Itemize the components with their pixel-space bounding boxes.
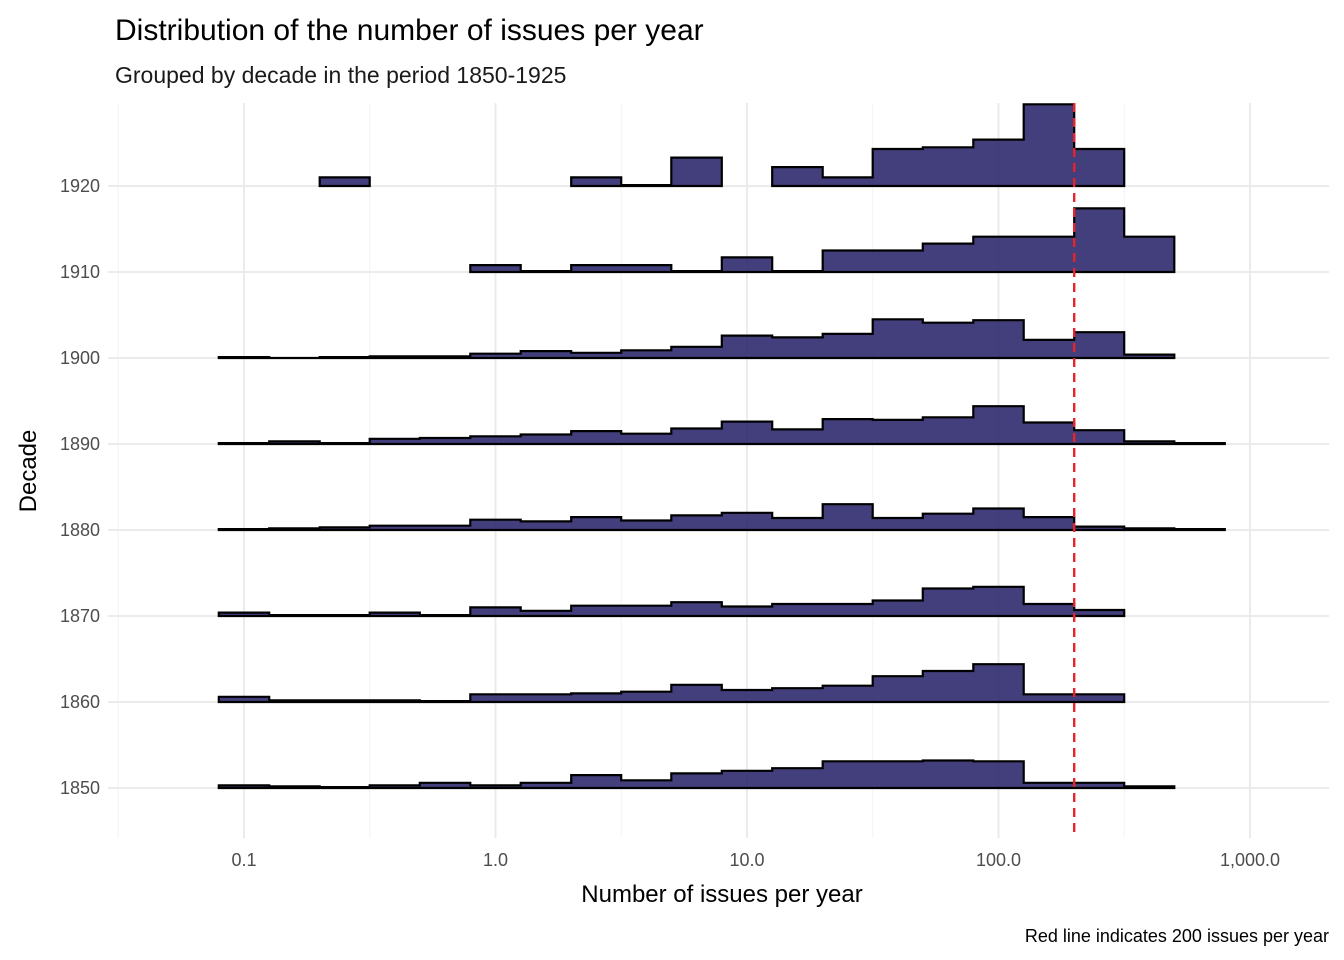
- ridge-1860: [217, 663, 1126, 704]
- y-tick-label: 1900: [60, 348, 100, 368]
- x-tick-label: 10.0: [729, 850, 764, 870]
- x-tick-label: 1.0: [483, 850, 508, 870]
- y-tick-label: 1910: [60, 262, 100, 282]
- ridge-1850: [217, 759, 1176, 790]
- x-axis-ticks: 0.1 1.0 10.0 100.0 1,000.0: [231, 850, 1280, 870]
- x-tick-label: 0.1: [231, 850, 256, 870]
- ridge-1880: [217, 503, 1226, 532]
- chart-title: Distribution of the number of issues per…: [115, 14, 704, 47]
- grid: [108, 103, 1329, 838]
- ridge-1910: [469, 207, 1176, 274]
- x-tick-label: 1,000.0: [1220, 850, 1280, 870]
- chart-subtitle: Grouped by decade in the period 1850-192…: [115, 62, 566, 88]
- ridge-1920: [318, 176, 371, 188]
- y-axis-title: Decade: [15, 430, 42, 513]
- x-axis-title: Number of issues per year: [581, 881, 862, 908]
- y-tick-label: 1850: [60, 778, 100, 798]
- ridge-1900: [217, 318, 1176, 360]
- ridge-1870: [217, 585, 1126, 618]
- y-tick-label: 1860: [60, 692, 100, 712]
- x-tick-label: 100.0: [976, 850, 1021, 870]
- ridge-1920: [771, 103, 1126, 188]
- ridges: [217, 103, 1226, 790]
- y-tick-label: 1880: [60, 520, 100, 540]
- ridge-1920: [570, 156, 723, 188]
- y-axis-ticks: 1850 1860 1870 1880 1890 1900 1910 1920: [60, 176, 100, 798]
- chart-caption: Red line indicates 200 issues per year: [1025, 926, 1329, 946]
- ridge-1890: [217, 405, 1226, 446]
- y-tick-label: 1890: [60, 434, 100, 454]
- y-tick-label: 1920: [60, 176, 100, 196]
- y-tick-label: 1870: [60, 606, 100, 626]
